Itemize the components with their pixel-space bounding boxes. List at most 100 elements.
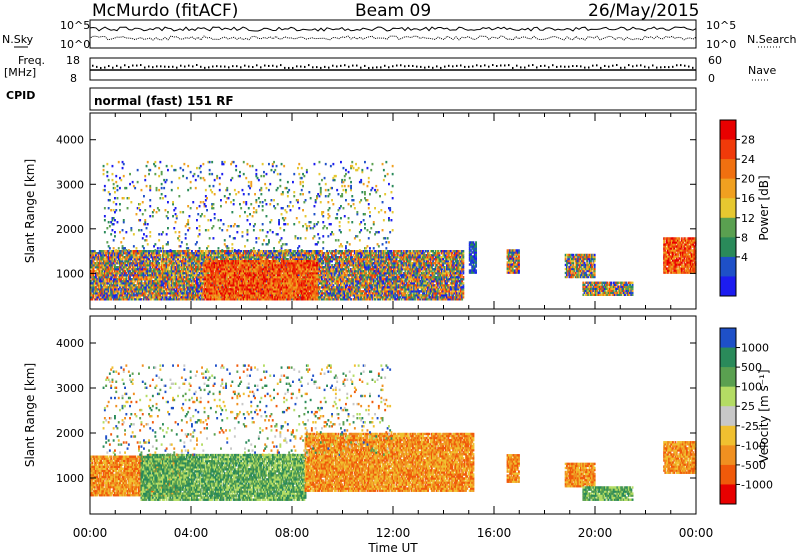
- nave-dot: [140, 64, 142, 67]
- data-cell: [175, 268, 178, 271]
- data-cell: [340, 288, 342, 291]
- n-search-trace: [89, 35, 697, 41]
- nave-dot: [96, 65, 98, 68]
- data-cell: [324, 268, 327, 271]
- data-cell: [127, 280, 130, 283]
- data-cell: [201, 256, 203, 259]
- data-cell: [345, 258, 347, 261]
- data-cell: [184, 262, 187, 265]
- data-cell: [95, 252, 97, 255]
- data-cell: [252, 254, 255, 257]
- data-cell: [357, 276, 360, 279]
- data-cell: [342, 286, 345, 289]
- data-cell: [209, 256, 212, 259]
- data-cell: [266, 258, 269, 261]
- data-cell: [132, 286, 135, 289]
- data-cell: [310, 260, 313, 263]
- data-cell: [100, 298, 102, 301]
- data-cell: [145, 288, 148, 291]
- data-cell: [299, 282, 302, 285]
- data-cell: [126, 294, 129, 297]
- data-cell: [156, 286, 159, 289]
- data-cell: [154, 252, 157, 255]
- data-cell: [144, 268, 147, 271]
- nave-dot: [468, 65, 470, 68]
- data-cell: [111, 296, 114, 299]
- data-cell: [164, 268, 167, 271]
- data-cell: [156, 284, 159, 287]
- data-cell: [333, 272, 336, 275]
- data-cell: [91, 258, 94, 261]
- data-cell: [185, 268, 188, 271]
- data-cell: [108, 290, 111, 293]
- data-cell: [136, 288, 139, 291]
- data-cell: [162, 272, 164, 275]
- data-cell: [150, 262, 153, 265]
- data-cell: [158, 280, 161, 283]
- data-cell: [164, 294, 167, 297]
- data-cell: [187, 264, 190, 267]
- data-cell: [265, 250, 268, 253]
- data-cell: [337, 294, 340, 297]
- data-cell: [139, 270, 142, 273]
- data-cell: [321, 292, 323, 295]
- data-cell: [125, 294, 128, 297]
- data-cell: [340, 284, 342, 287]
- data-cell: [110, 266, 113, 269]
- data-cell: [112, 258, 115, 261]
- data-cell: [246, 252, 249, 255]
- data-cell: [163, 266, 166, 269]
- nave-dot: [496, 65, 498, 68]
- data-cell: [117, 276, 120, 279]
- data-cell: [173, 278, 176, 281]
- data-cell: [329, 268, 332, 271]
- data-cell: [323, 290, 326, 293]
- data-cell: [187, 270, 190, 273]
- data-cell: [275, 258, 278, 261]
- data-cell: [180, 288, 183, 291]
- data-cell: [342, 270, 345, 273]
- data-cell: [138, 264, 140, 267]
- data-cell: [332, 286, 335, 289]
- data-cell: [141, 288, 144, 291]
- data-cell: [326, 268, 328, 271]
- data-cell: [154, 264, 157, 267]
- data-cell: [107, 282, 110, 285]
- data-cell: [193, 298, 196, 301]
- data-cell: [100, 254, 102, 257]
- data-cell: [97, 294, 100, 297]
- data-cell: [91, 262, 94, 265]
- data-cell: [121, 250, 124, 253]
- data-cell: [170, 284, 173, 287]
- nave-dot: [596, 64, 598, 67]
- data-cell: [347, 280, 350, 283]
- data-cell: [172, 256, 174, 259]
- data-cell: [107, 290, 110, 293]
- data-cell: [97, 288, 100, 291]
- data-cell: [136, 252, 139, 255]
- data-cell: [194, 292, 197, 295]
- data-cell: [329, 256, 332, 259]
- data-cell: [164, 254, 167, 257]
- data-cell: [132, 258, 135, 261]
- data-cell: [348, 252, 351, 255]
- data-cell: [149, 270, 152, 273]
- data-cell: [165, 280, 168, 283]
- data-cell: [279, 254, 282, 257]
- data-cell: [101, 266, 104, 269]
- data-cell: [360, 296, 363, 299]
- data-cell: [107, 298, 110, 301]
- data-cell: [212, 256, 215, 259]
- data-cell: [334, 298, 337, 301]
- data-cell: [353, 290, 356, 293]
- data-cell: [244, 254, 246, 257]
- data-cell: [194, 274, 197, 277]
- data-cell: [124, 260, 126, 263]
- data-cell: [130, 254, 133, 257]
- data-cell: [127, 298, 130, 301]
- data-cell: [199, 252, 202, 255]
- data-cell: [169, 262, 172, 265]
- data-cell: [95, 288, 97, 291]
- data-cell: [173, 250, 176, 253]
- data-cell: [125, 282, 128, 285]
